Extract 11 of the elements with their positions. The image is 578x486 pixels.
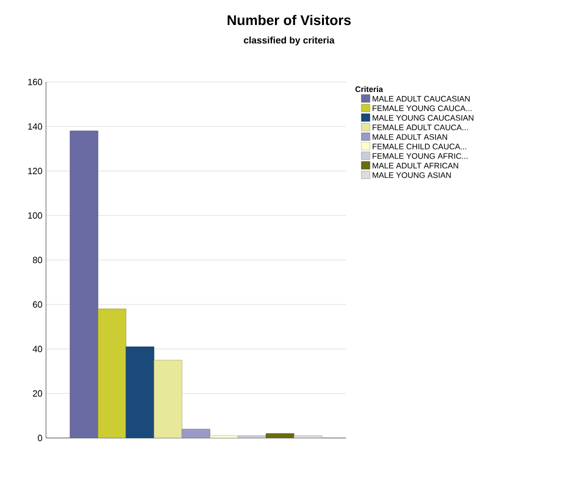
chart-title: Number of Visitors [228, 14, 351, 26]
y-tick-label: 160 [28, 78, 42, 86]
y-tick-label: 120 [28, 168, 42, 174]
y-tick-label: 140 [28, 123, 42, 130]
y-tick-label: 80 [32, 256, 42, 264]
chart-subtitle: classified by criteria [244, 36, 335, 46]
y-tick-label: 100 [28, 212, 42, 219]
y-tick-label: 0 [38, 434, 42, 442]
y-tick-label: 60 [32, 301, 42, 308]
y-tick-label: 40 [32, 346, 42, 352]
y-tick-label: 20 [32, 390, 42, 397]
